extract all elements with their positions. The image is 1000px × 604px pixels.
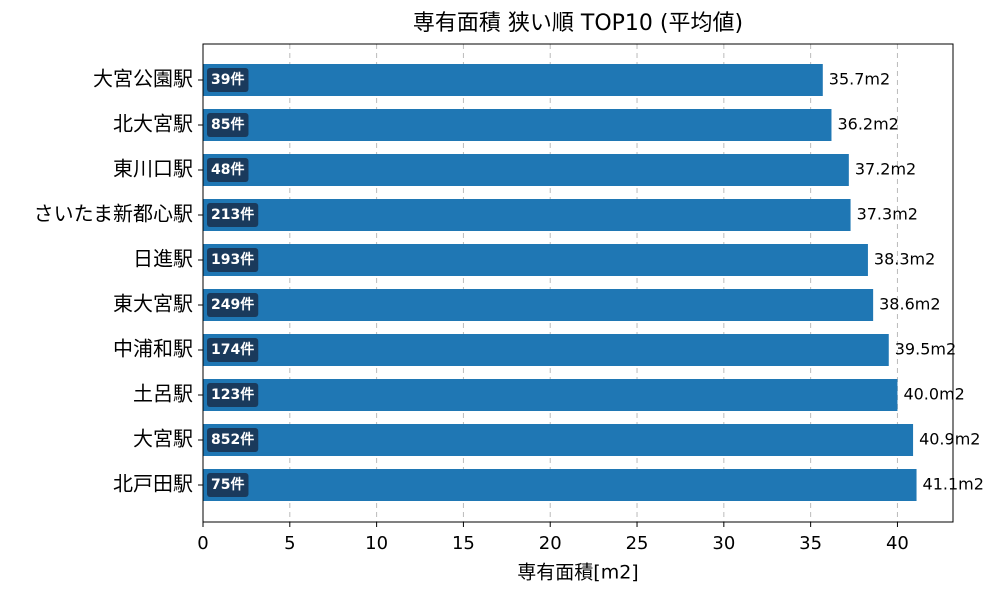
- bar: [203, 154, 849, 186]
- x-tick-label: 25: [626, 533, 649, 554]
- chart-title: 専有面積 狭い順 TOP10 (平均値): [413, 11, 743, 36]
- bar: [203, 199, 851, 231]
- count-label: 174件: [211, 341, 254, 358]
- count-label-box: [207, 203, 259, 227]
- value-label: 36.2m2: [837, 115, 898, 134]
- y-tick-label: 日進駅: [133, 247, 193, 271]
- x-tick-label: 30: [712, 533, 735, 554]
- x-tick-label: 5: [284, 533, 295, 554]
- count-label: 213件: [211, 206, 254, 223]
- value-label: 37.3m2: [857, 205, 918, 224]
- y-tick-label: 大宮公園駅: [93, 67, 193, 91]
- value-label: 38.6m2: [879, 295, 940, 314]
- x-axis-label: 専有面積[m2]: [517, 562, 638, 584]
- count-label: 75件: [211, 476, 244, 493]
- bar: [203, 469, 917, 501]
- x-tick-label: 35: [799, 533, 822, 554]
- y-tick-label: 北大宮駅: [113, 112, 193, 136]
- value-label: 37.2m2: [855, 160, 916, 179]
- y-tick-label: 大宮駅: [133, 427, 193, 451]
- x-tick-label: 20: [539, 533, 562, 554]
- count-label: 85件: [211, 116, 244, 133]
- y-tick-label: さいたま新都心駅: [34, 202, 193, 226]
- bar: [203, 244, 868, 276]
- plot-frame: [202, 43, 954, 523]
- count-label: 48件: [211, 161, 244, 178]
- x-tick-label: 40: [886, 533, 909, 554]
- count-label-box: [207, 383, 259, 407]
- value-label: 38.3m2: [874, 250, 935, 269]
- y-tick-label: 東大宮駅: [113, 292, 193, 316]
- y-tick-label: 北戸田駅: [113, 472, 193, 496]
- count-label-box: [207, 338, 259, 362]
- bar: [203, 64, 823, 96]
- y-tick-label: 中浦和駅: [113, 337, 193, 361]
- count-label: 123件: [211, 386, 254, 403]
- value-label: 40.9m2: [919, 430, 980, 449]
- count-label-box: [207, 473, 249, 497]
- count-label: 852件: [211, 431, 254, 448]
- count-label-box: [207, 158, 249, 182]
- value-label: 39.5m2: [895, 340, 956, 359]
- bar: [203, 289, 874, 321]
- value-label: 35.7m2: [829, 70, 890, 89]
- y-tick-label: 土呂駅: [133, 382, 193, 406]
- value-label: 40.0m2: [903, 385, 964, 404]
- x-tick-label: 0: [197, 533, 208, 554]
- count-label: 249件: [211, 296, 254, 313]
- count-label: 193件: [211, 251, 254, 268]
- bar: [203, 424, 914, 456]
- x-tick-label: 10: [365, 533, 388, 554]
- bar: [203, 379, 898, 411]
- y-tick-label: 東川口駅: [113, 157, 193, 181]
- count-label: 39件: [211, 71, 244, 88]
- bar: [203, 334, 889, 366]
- bar: [203, 109, 832, 141]
- count-label-box: [207, 113, 249, 137]
- count-label-box: [207, 248, 259, 272]
- count-label-box: [207, 293, 259, 317]
- x-tick-label: 15: [452, 533, 475, 554]
- count-label-box: [207, 68, 249, 92]
- count-label-box: [207, 428, 259, 452]
